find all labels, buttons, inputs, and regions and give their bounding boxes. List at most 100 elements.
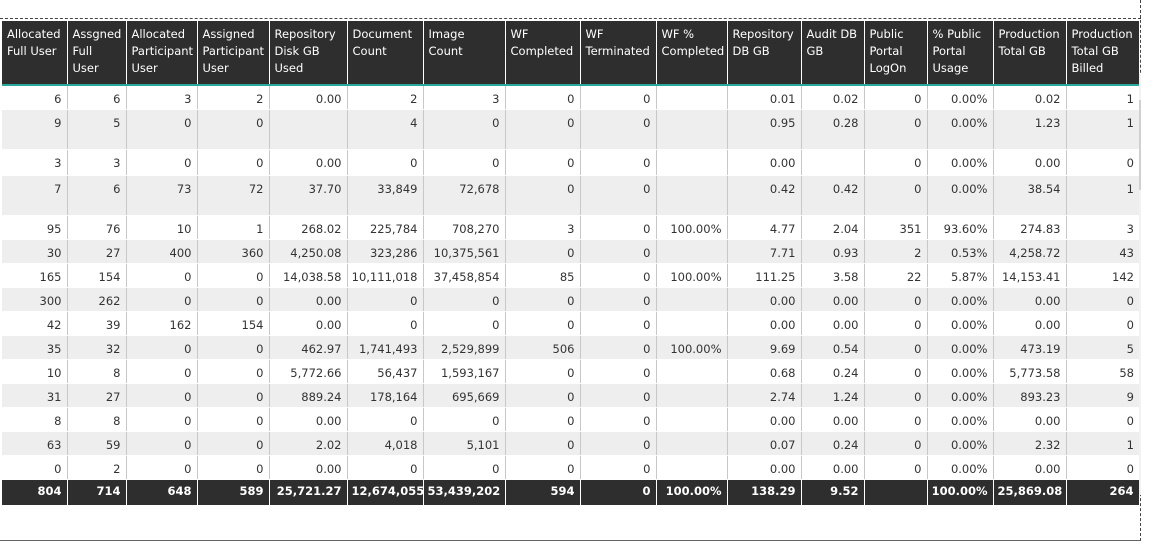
table-cell: 0 [126,455,198,480]
column-header[interactable]: Production Total GB [993,21,1067,85]
column-header[interactable]: Image Count [423,21,506,85]
table-cell: 30 [2,239,68,264]
totals-row: 804 714 648 589 25,721.27 12,674,055 53,439,20… [2,478,1140,506]
table-cell: 85 [505,263,581,288]
table-cell: 0 [580,149,657,176]
table-cell: 0 [197,335,270,360]
table-cell: 0 [197,149,270,176]
column-header[interactable]: % Public Portal Usage [927,21,994,85]
table-row[interactable]: 35 32 0 0 462.97 1,741,493 2,529,899 506 0 100.00… [2,335,1139,360]
table-cell: 0.01 [727,85,802,110]
column-header[interactable]: Public Portal LogOn [864,21,928,85]
vertical-scrollbar[interactable] [1139,74,1141,495]
table-cell: 9 [2,109,68,150]
table-cell: 0 [197,109,270,150]
table-cell: 178,164 [347,383,424,408]
table-cell: 0 [1066,455,1139,480]
table-cell: 4,250.08 [269,239,348,264]
table-cell: 0 [197,263,270,288]
total-cell: 594 [505,478,581,506]
table-cell: 0.00% [927,311,994,336]
table-cell: 0 [2,455,68,480]
table-cell: 0 [505,239,581,264]
table-cell: 0.42 [727,175,802,216]
table-cell [656,311,728,336]
table-cell: 1 [1066,109,1139,150]
table-cell: 0.00 [269,311,348,336]
column-header[interactable]: Audit DB GB [801,21,865,85]
table-cell: 0.00 [269,455,348,480]
table-cell: 5 [67,109,127,150]
column-header[interactable]: Production Total GB Billed [1066,21,1140,85]
column-header[interactable]: Repository DB GB [727,21,802,85]
table-cell: 0 [126,335,198,360]
table-cell: 0 [580,311,657,336]
table-cell: 0 [864,359,928,384]
table-cell: 0 [580,239,657,264]
table-cell: 100.00% [656,263,728,288]
column-header[interactable]: WF Terminated [580,21,657,85]
table-cell: 100.00% [656,215,728,240]
table-cell: 35 [2,335,68,360]
total-cell: 264 [1066,478,1140,506]
column-header[interactable]: WF Completed [505,21,581,85]
table-cell: 1 [197,215,270,240]
total-cell: 100.00% [656,478,728,506]
table-row[interactable]: 0 2 0 0 0.00 0 0 0 0 0.00 0.00 0 0.00% 0.00 0 [2,455,1139,480]
table-cell: 0.00% [927,85,994,110]
table-cell: 0.53% [927,239,994,264]
table-cell: 0 [423,109,506,150]
table-cell: 0 [423,407,506,432]
column-header[interactable]: Assgned Full User [67,21,127,85]
table-row[interactable]: 8 8 0 0 0.00 0 0 0 0 0.00 0.00 0 0.00% 0.00 0 [2,407,1139,432]
table-cell: 0 [505,85,581,110]
column-header[interactable]: Allocated Full User [2,21,68,85]
table-row[interactable]: 95 76 10 1 268.02 225,784 708,270 3 0 100.00% 4.77… [2,215,1139,240]
table-row[interactable]: 300 262 0 0 0.00 0 0 0 0 0.00 0.00 0 0.00% 0.00 0 [2,287,1139,312]
table-cell: 351 [864,215,928,240]
table-row[interactable]: 42 39 162 154 0.00 0 0 0 0 0.00 0.00 0 0.00% 0.00 0 [2,311,1139,336]
table-cell [656,109,728,150]
table-cell: 0.54 [801,335,865,360]
table-cell [656,383,728,408]
table-cell: 0 [197,383,270,408]
table-cell: 0 [580,175,657,216]
table-row[interactable]: 31 27 0 0 889.24 178,164 695,669 0 0 2.74 1.24 0 0.0… [2,383,1139,408]
table-cell: 10,111,018 [347,263,424,288]
table-cell: 0 [505,109,581,150]
table-cell: 0 [197,287,270,312]
column-header[interactable]: Document Count [347,21,424,85]
table-cell: 10,375,561 [423,239,506,264]
column-header[interactable]: Assigned Participant User [197,21,270,85]
column-header[interactable]: Allocated Participant User [126,21,198,85]
table-row[interactable]: 7 6 73 72 37.70 33,849 72,678 0 0 0.42 0.42 0 0.00% 3… [2,175,1139,216]
column-header[interactable]: Repository Disk GB Used [269,21,348,85]
table-cell: 0 [864,149,928,176]
table-cell: 0 [864,335,928,360]
scrollbar-thumb[interactable] [1139,100,1141,190]
table-cell: 72,678 [423,175,506,216]
table-cell: 0 [423,287,506,312]
table-cell: 37.70 [269,175,348,216]
table-row[interactable]: 165 154 0 0 14,038.58 10,111,018 37,458,854 85 0… [2,263,1139,288]
table-row[interactable]: 63 59 0 0 2.02 4,018 5,101 0 0 0.07 0.24 0 0.00% 2.32… [2,431,1139,456]
table-cell: 0.00 [993,149,1067,176]
table-cell: 274.83 [993,215,1067,240]
table-cell: 0.00% [927,149,994,176]
table-cell: 0 [126,359,198,384]
total-cell: 9.52 [801,478,865,506]
table-cell [801,149,865,176]
table-row[interactable]: 10 8 0 0 5,772.66 56,437 1,593,167 0 0 0.68 0.24 0 0… [2,359,1139,384]
table-cell: 43 [1066,239,1139,264]
table-row[interactable]: 6 6 3 2 0.00 2 3 0 0 0.01 0.02 0 0.00% 0.02 1 [2,85,1139,110]
total-cell: 12,674,055 [347,478,424,506]
table-row[interactable]: 30 27 400 360 4,250.08 323,286 10,375,561 0 0 7.7… [2,239,1139,264]
column-header[interactable]: WF % Completed [656,21,728,85]
total-cell: 714 [67,478,127,506]
table-cell: 6 [67,85,127,110]
table-cell: 4 [347,109,424,150]
table-cell: 0.00 [993,455,1067,480]
table-cell: 0 [505,383,581,408]
table-row[interactable]: 3 3 0 0 0.00 0 0 0 0 0.00 0 0.00% 0.00 0 [2,149,1139,176]
table-row[interactable]: 9 5 0 0 4 0 0 0 0.95 0.28 0 0.00% 1.23 1 [2,109,1139,150]
